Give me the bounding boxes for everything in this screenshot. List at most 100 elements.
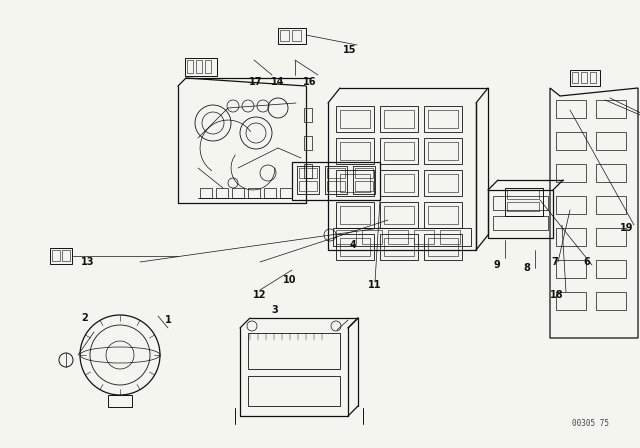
Bar bbox=[596, 100, 626, 118]
Bar bbox=[336, 202, 374, 228]
Bar bbox=[424, 106, 462, 132]
Bar bbox=[304, 108, 312, 122]
Bar bbox=[340, 206, 370, 224]
Bar bbox=[556, 260, 586, 278]
Bar bbox=[248, 333, 340, 369]
Bar bbox=[596, 196, 626, 214]
Bar bbox=[380, 170, 418, 196]
Bar bbox=[380, 106, 418, 132]
Bar bbox=[280, 30, 289, 41]
Bar bbox=[384, 174, 414, 192]
Bar bbox=[428, 238, 458, 256]
Bar bbox=[50, 248, 72, 264]
Text: 11: 11 bbox=[368, 280, 381, 290]
Bar bbox=[297, 166, 319, 194]
Bar bbox=[340, 142, 370, 160]
Text: 17: 17 bbox=[249, 77, 263, 87]
Bar bbox=[414, 230, 434, 244]
Bar bbox=[424, 202, 462, 228]
Bar bbox=[216, 188, 228, 198]
Text: 12: 12 bbox=[253, 290, 267, 300]
Bar bbox=[570, 70, 600, 86]
Bar bbox=[336, 138, 374, 164]
Text: 00305 75: 00305 75 bbox=[572, 418, 609, 427]
Text: 1: 1 bbox=[164, 315, 172, 325]
Bar bbox=[556, 292, 586, 310]
Bar bbox=[424, 234, 462, 260]
Bar bbox=[556, 196, 586, 214]
Bar bbox=[200, 188, 212, 198]
Text: 19: 19 bbox=[620, 223, 634, 233]
Bar bbox=[507, 190, 539, 199]
Bar bbox=[333, 228, 471, 246]
Bar bbox=[596, 132, 626, 150]
Text: 8: 8 bbox=[524, 263, 531, 273]
Bar bbox=[596, 228, 626, 246]
Bar bbox=[327, 168, 345, 178]
Bar bbox=[292, 30, 301, 41]
Text: 7: 7 bbox=[552, 257, 558, 267]
Bar bbox=[440, 230, 460, 244]
Bar bbox=[428, 110, 458, 128]
Bar bbox=[304, 164, 312, 178]
Bar bbox=[488, 190, 553, 238]
Bar bbox=[52, 250, 60, 261]
Bar bbox=[507, 202, 539, 211]
Bar bbox=[340, 110, 370, 128]
Bar bbox=[336, 230, 356, 244]
Bar bbox=[424, 138, 462, 164]
Text: 4: 4 bbox=[349, 240, 356, 250]
Text: 18: 18 bbox=[550, 290, 564, 300]
Text: 9: 9 bbox=[493, 260, 500, 270]
Bar bbox=[340, 238, 370, 256]
Bar bbox=[264, 188, 276, 198]
Text: 15: 15 bbox=[343, 45, 356, 55]
Bar bbox=[336, 234, 374, 260]
Bar bbox=[384, 238, 414, 256]
Text: 6: 6 bbox=[584, 257, 590, 267]
Bar bbox=[590, 72, 596, 83]
Bar bbox=[355, 168, 373, 178]
Bar bbox=[62, 250, 70, 261]
Bar bbox=[299, 168, 317, 178]
Bar bbox=[596, 260, 626, 278]
Bar bbox=[596, 164, 626, 182]
Text: 13: 13 bbox=[81, 257, 95, 267]
Bar bbox=[556, 164, 586, 182]
Bar bbox=[299, 181, 317, 191]
Text: 16: 16 bbox=[303, 77, 317, 87]
Bar bbox=[355, 181, 373, 191]
Bar bbox=[556, 100, 586, 118]
Bar bbox=[384, 110, 414, 128]
Bar bbox=[362, 230, 382, 244]
Bar bbox=[353, 166, 375, 194]
Bar bbox=[187, 60, 193, 73]
Bar bbox=[424, 170, 462, 196]
Text: 14: 14 bbox=[271, 77, 285, 87]
Bar bbox=[596, 292, 626, 310]
Bar bbox=[505, 188, 543, 216]
Bar bbox=[428, 206, 458, 224]
Bar bbox=[292, 162, 380, 200]
Bar bbox=[304, 136, 312, 150]
Bar bbox=[185, 58, 217, 76]
Bar bbox=[581, 72, 587, 83]
Bar bbox=[380, 202, 418, 228]
Bar bbox=[493, 216, 548, 230]
Bar bbox=[384, 206, 414, 224]
Bar bbox=[278, 28, 306, 44]
Bar bbox=[327, 181, 345, 191]
Bar bbox=[556, 228, 586, 246]
Bar bbox=[493, 196, 548, 210]
Bar bbox=[336, 106, 374, 132]
Bar bbox=[384, 142, 414, 160]
Bar bbox=[205, 60, 211, 73]
Bar bbox=[572, 72, 578, 83]
Bar bbox=[380, 234, 418, 260]
Bar bbox=[248, 188, 260, 198]
Bar bbox=[428, 174, 458, 192]
Bar bbox=[380, 138, 418, 164]
Bar bbox=[280, 188, 292, 198]
Bar bbox=[556, 132, 586, 150]
Bar bbox=[428, 142, 458, 160]
